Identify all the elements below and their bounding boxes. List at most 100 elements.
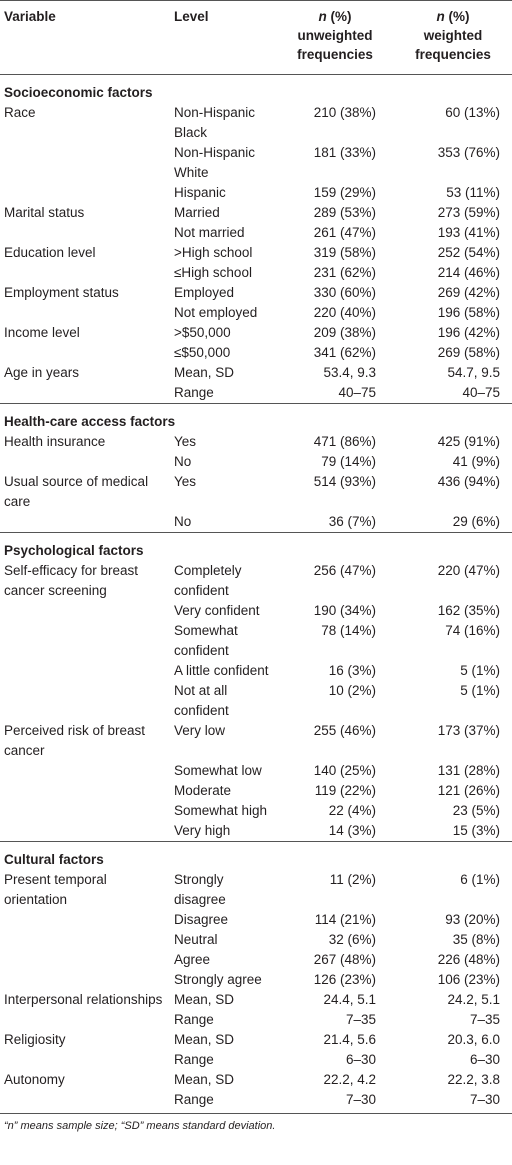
weighted: 41 (9%) — [452, 454, 500, 469]
section-row: Health-care access factors — [0, 403, 512, 433]
data-row: Disagree 114 (21%) 93 (20%) — [0, 910, 512, 930]
data-row: Range 6–30 6–30 — [0, 1050, 512, 1070]
level: >$50,000 — [174, 325, 231, 340]
data-row: No 79 (14%) 41 (9%) — [0, 452, 512, 472]
weighted: 5 (1%) — [460, 683, 500, 698]
variable: Perceived risk of breast cancer — [4, 723, 146, 758]
unweighted: 209 (38%) — [313, 325, 376, 340]
unweighted: 16 (3%) — [328, 663, 376, 678]
data-row: Strongly agree 126 (23%) 106 (23%) — [0, 970, 512, 990]
unweighted: 6–30 — [345, 1052, 376, 1067]
data-row: ≤High school 231 (62%) 214 (46%) — [0, 263, 512, 283]
data-row: Neutral 32 (6%) 35 (8%) — [0, 930, 512, 950]
data-row: Autonomy Mean, SD 22.2, 4.2 22.2, 3.8 — [0, 1070, 512, 1090]
weighted: 162 (35%) — [437, 603, 500, 618]
variable: Interpersonal relationships — [4, 992, 163, 1007]
data-row: Somewhat low 140 (25%) 131 (28%) — [0, 761, 512, 781]
weighted: 35 (8%) — [452, 932, 500, 947]
header-italic: n — [318, 9, 327, 24]
unweighted: 10 (2%) — [328, 683, 376, 698]
weighted: 425 (91%) — [437, 434, 500, 449]
data-row: Range 40–75 40–75 — [0, 383, 512, 404]
variable — [0, 383, 170, 404]
level: Non-Hispanic White — [174, 145, 256, 180]
section-row: Cultural factors — [0, 841, 512, 871]
unweighted: 32 (6%) — [328, 932, 376, 947]
variable: Religiosity — [4, 1032, 66, 1047]
level: Range — [174, 1012, 214, 1027]
level: Yes — [174, 474, 197, 489]
unweighted: 159 (29%) — [313, 185, 376, 200]
level: Very high — [174, 823, 231, 838]
level: Somewhat low — [174, 763, 262, 778]
header-row: Variable Level n (%) unweighted frequencies… — [0, 0, 512, 75]
data-row: ≤$50,000 341 (62%) 269 (58%) — [0, 343, 512, 363]
unweighted: 289 (53%) — [313, 205, 376, 220]
weighted: 7–35 — [469, 1012, 500, 1027]
variable — [0, 303, 170, 323]
unweighted: 181 (33%) — [313, 145, 376, 160]
weighted: 121 (26%) — [437, 783, 500, 798]
variable: Race — [4, 105, 36, 120]
weighted: 54.7, 9.5 — [447, 365, 500, 380]
variable: Income level — [4, 325, 80, 340]
weighted: 214 (46%) — [437, 265, 500, 280]
variable — [0, 661, 170, 681]
variable — [0, 601, 170, 621]
level: Mean, SD — [174, 992, 235, 1007]
weighted: 193 (41%) — [437, 225, 500, 240]
level: No — [174, 514, 192, 529]
weighted: 40–75 — [462, 385, 500, 400]
section-row: Socioeconomic factors — [0, 74, 512, 104]
weighted: 15 (3%) — [452, 823, 500, 838]
unweighted: 256 (47%) — [313, 563, 376, 578]
weighted: 226 (48%) — [437, 952, 500, 967]
weighted: 53 (11%) — [446, 185, 500, 200]
variable: Autonomy — [4, 1072, 65, 1087]
column-header: n (%) unweighted frequencies — [276, 1, 394, 75]
data-row: Employment status Employed 330 (60%) 269 (4… — [0, 283, 512, 303]
column-header: Level — [170, 1, 276, 75]
weighted: 6 (1%) — [460, 872, 500, 887]
column-header: Variable — [0, 1, 170, 75]
weighted: 131 (28%) — [437, 763, 500, 778]
variable: Health insurance — [4, 434, 106, 449]
weighted: 93 (20%) — [445, 912, 500, 927]
unweighted: 261 (47%) — [313, 225, 376, 240]
variable — [0, 1010, 170, 1030]
data-row: Moderate 119 (22%) 121 (26%) — [0, 781, 512, 801]
data-row: Health insurance Yes 471 (86%) 425 (91%) — [0, 432, 512, 452]
level: ≤High school — [174, 265, 252, 280]
level: Agree — [174, 952, 211, 967]
section-title: Health-care access factors — [4, 414, 176, 429]
data-row: Agree 267 (48%) 226 (48%) — [0, 950, 512, 970]
data-row: Not married 261 (47%) 193 (41%) — [0, 223, 512, 243]
level: Mean, SD — [174, 1072, 235, 1087]
data-row: Not employed 220 (40%) 196 (58%) — [0, 303, 512, 323]
unweighted: 267 (48%) — [313, 952, 376, 967]
header-text: (%) — [326, 9, 352, 24]
variable — [0, 1050, 170, 1070]
section-title: Cultural factors — [4, 852, 104, 867]
weighted: 220 (47%) — [437, 563, 500, 578]
level: Range — [174, 1052, 214, 1067]
unweighted: 24.4, 5.1 — [323, 992, 376, 1007]
variable — [0, 681, 170, 721]
level: Hispanic — [174, 185, 226, 200]
level: Very low — [174, 723, 226, 738]
data-row: Hispanic 159 (29%) 53 (11%) — [0, 183, 512, 203]
unweighted: 126 (23%) — [313, 972, 376, 987]
unweighted: 231 (62%) — [313, 265, 376, 280]
header-text: Variable — [4, 9, 56, 24]
unweighted: 78 (14%) — [321, 623, 376, 638]
variable — [0, 343, 170, 363]
level: No — [174, 454, 192, 469]
level: Mean, SD — [174, 1032, 235, 1047]
table-body: Socioeconomic factors Race Non-Hispanic Bl… — [0, 74, 512, 1114]
level: Not at all confident — [174, 683, 229, 718]
data-row: Non-Hispanic White 181 (33%) 353 (76%) — [0, 143, 512, 183]
data-row: Very high 14 (3%) 15 (3%) — [0, 821, 512, 842]
weighted: 106 (23%) — [437, 972, 500, 987]
section-row: Psychological factors — [0, 532, 512, 562]
